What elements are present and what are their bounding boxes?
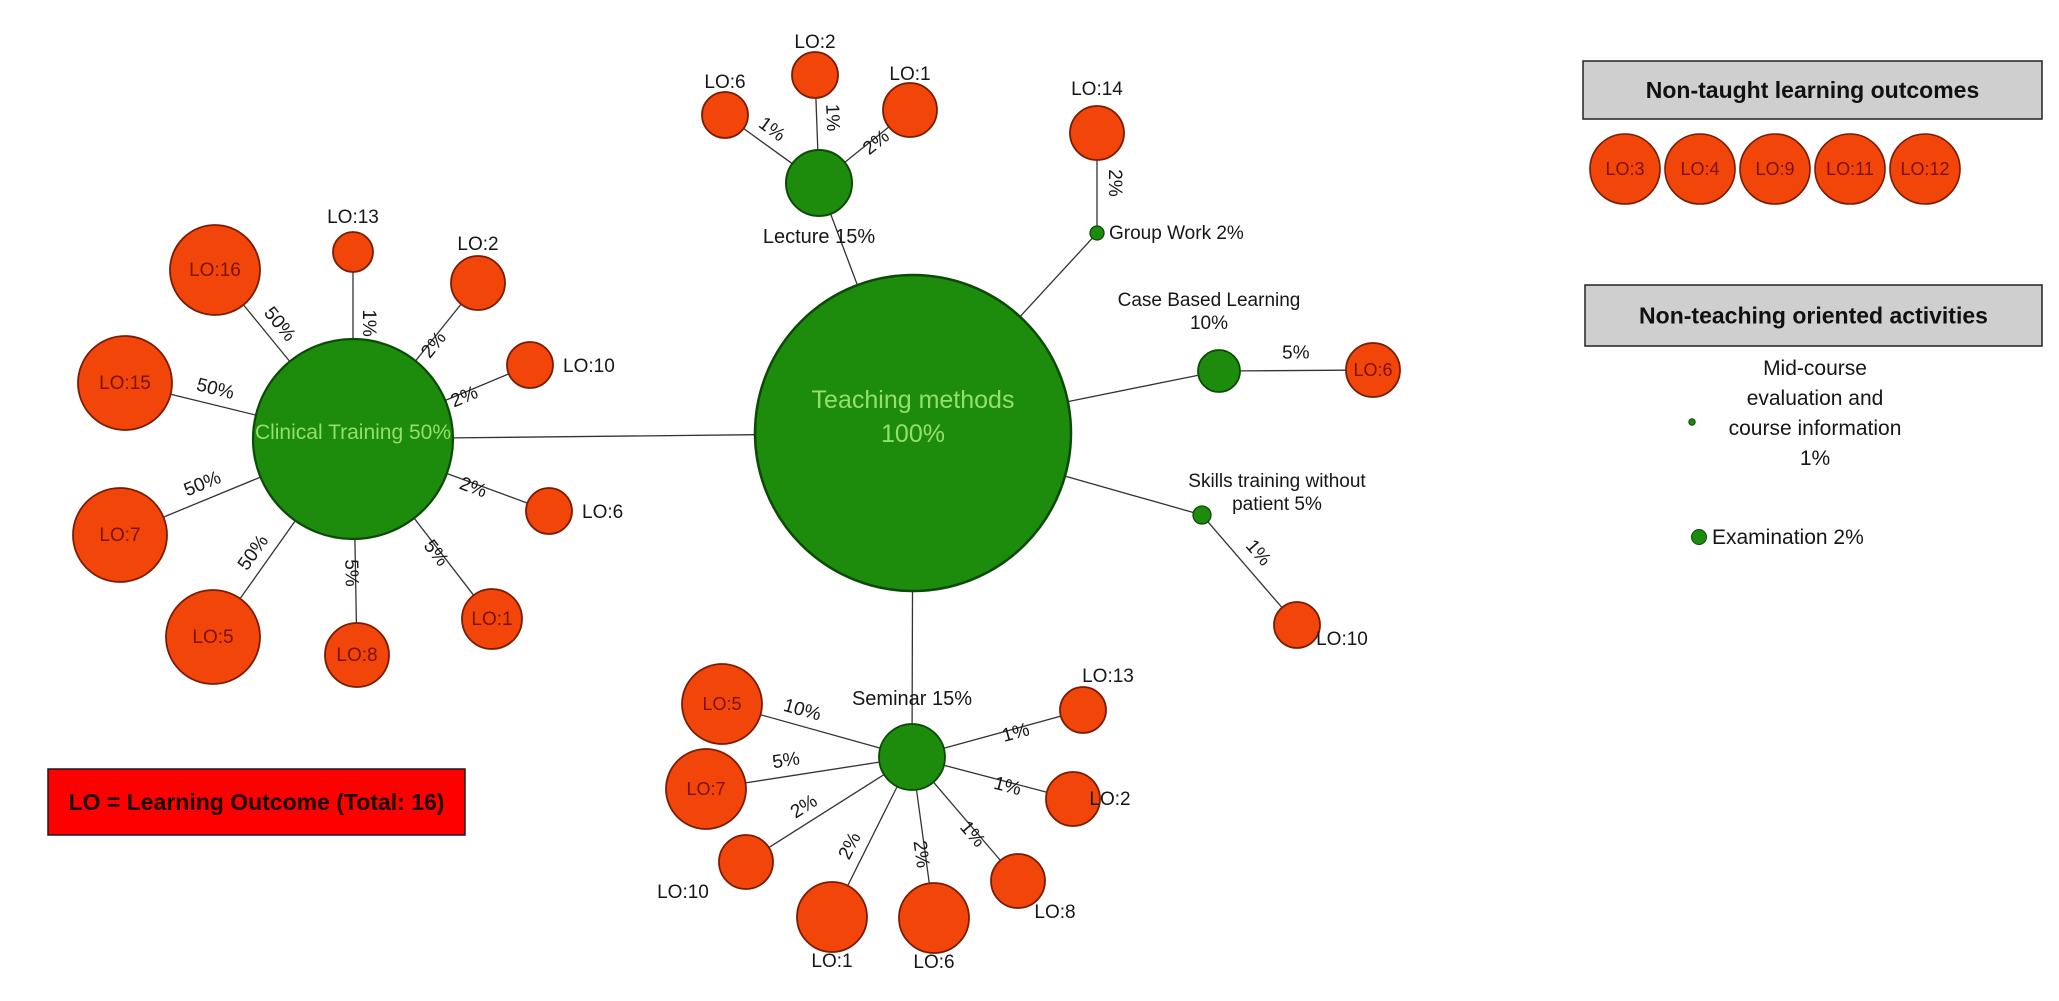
svg-text:Clinical Training 50%: Clinical Training 50% — [255, 421, 451, 444]
svg-text:LO:6: LO:6 — [913, 952, 954, 973]
svg-text:Group Work 2%: Group Work 2% — [1109, 223, 1244, 244]
svg-text:LO:6: LO:6 — [1353, 360, 1392, 380]
svg-text:1%: 1% — [1800, 447, 1830, 470]
svg-text:LO:3: LO:3 — [1605, 159, 1644, 179]
svg-text:LO:10: LO:10 — [563, 356, 615, 377]
svg-text:patient 5%: patient 5% — [1232, 494, 1322, 515]
svg-text:LO:13: LO:13 — [1082, 666, 1134, 687]
svg-text:5%: 5% — [771, 748, 801, 773]
svg-text:LO:10: LO:10 — [657, 882, 709, 903]
svg-text:LO:12: LO:12 — [1900, 159, 1949, 179]
svg-text:LO = Learning Outcome (Total:: LO = Learning Outcome (Total: 16) — [69, 789, 445, 815]
svg-text:LO:2: LO:2 — [457, 234, 498, 255]
svg-text:LO:6: LO:6 — [582, 502, 623, 523]
svg-text:LO:2: LO:2 — [1089, 789, 1130, 810]
svg-text:LO:11: LO:11 — [1826, 159, 1874, 179]
svg-text:5%: 5% — [1282, 342, 1310, 363]
svg-text:LO:8: LO:8 — [1034, 902, 1075, 923]
svg-text:LO:5: LO:5 — [702, 694, 741, 714]
svg-text:LO:2: LO:2 — [794, 32, 835, 53]
svg-text:course information: course information — [1729, 417, 1902, 440]
svg-text:LO:10: LO:10 — [1316, 629, 1368, 650]
svg-text:LO:1: LO:1 — [811, 951, 852, 972]
svg-text:2%: 2% — [1104, 169, 1125, 197]
svg-text:LO:6: LO:6 — [704, 72, 745, 93]
svg-text:LO:16: LO:16 — [189, 260, 241, 281]
svg-text:LO:5: LO:5 — [192, 627, 233, 648]
svg-text:LO:1: LO:1 — [471, 609, 512, 630]
svg-text:100%: 100% — [881, 420, 945, 448]
svg-text:Non-taught learning outcomes: Non-taught learning outcomes — [1646, 77, 1980, 103]
svg-text:10%: 10% — [1190, 313, 1228, 334]
svg-text:5%: 5% — [340, 559, 362, 587]
svg-text:LO:14: LO:14 — [1071, 79, 1123, 100]
svg-text:LO:1: LO:1 — [889, 64, 930, 85]
svg-text:Seminar 15%: Seminar 15% — [852, 688, 972, 710]
svg-text:1%: 1% — [358, 309, 379, 337]
svg-text:Teaching methods: Teaching methods — [812, 386, 1015, 414]
svg-text:evaluation and: evaluation and — [1747, 387, 1884, 410]
svg-text:1%: 1% — [821, 103, 843, 131]
svg-text:LO:4: LO:4 — [1680, 159, 1719, 179]
svg-text:LO:13: LO:13 — [327, 207, 379, 228]
svg-text:LO:9: LO:9 — [1755, 159, 1794, 179]
svg-text:LO:7: LO:7 — [99, 525, 140, 546]
svg-text:Mid-course: Mid-course — [1763, 357, 1867, 380]
svg-text:LO:8: LO:8 — [336, 645, 377, 666]
svg-text:Examination 2%: Examination 2% — [1712, 526, 1864, 549]
svg-text:LO:15: LO:15 — [99, 373, 151, 394]
svg-text:LO:7: LO:7 — [686, 779, 725, 799]
svg-text:2%: 2% — [908, 839, 933, 869]
svg-text:Lecture 15%: Lecture 15% — [763, 226, 876, 248]
svg-text:Non-teaching oriented activiti: Non-teaching oriented activities — [1639, 303, 1988, 329]
svg-text:Skills training without: Skills training without — [1188, 471, 1366, 492]
svg-text:Case Based Learning: Case Based Learning — [1118, 290, 1301, 311]
